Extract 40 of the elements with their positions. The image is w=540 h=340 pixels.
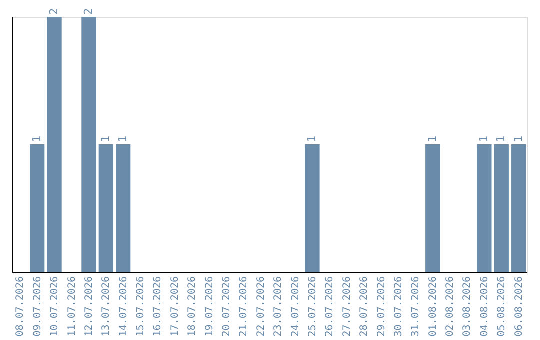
data-label: 2 — [48, 8, 61, 15]
x-tick-label: 22.07.2026 — [256, 276, 267, 337]
data-label: 1 — [116, 136, 130, 142]
x-tick-label: 01.08.2026 — [428, 276, 439, 337]
data-label: 2 — [82, 8, 95, 15]
x-tick-label: 14.07.2026 — [118, 276, 130, 337]
x-tick-label: 08.07.2026 — [15, 276, 26, 337]
x-tick-label: 04.08.2026 — [479, 276, 490, 337]
x-tick-label: 09.07.2026 — [32, 276, 44, 337]
x-tick-label: 13.07.2026 — [101, 276, 112, 337]
x-tick-label: 03.08.2026 — [462, 276, 474, 337]
x-tick-label: 25.07.2026 — [307, 276, 318, 337]
data-label: 1 — [426, 136, 439, 142]
x-tick-label: 31.07.2026 — [410, 276, 422, 337]
x-tick-label: 11.07.2026 — [66, 276, 78, 337]
x-tick-label: 10.07.2026 — [50, 276, 61, 337]
data-label: 1 — [512, 136, 525, 142]
x-tick-label: 17.07.2026 — [170, 276, 181, 337]
x-tick-label: 29.07.2026 — [376, 276, 388, 337]
data-label: 1 — [99, 136, 112, 142]
x-tick-label: 06.08.2026 — [514, 276, 525, 337]
x-tick-label: 12.07.2026 — [84, 276, 95, 337]
data-label: 1 — [30, 136, 44, 142]
x-tick-label: 30.07.2026 — [393, 276, 404, 337]
x-tick-label: 18.07.2026 — [187, 276, 198, 337]
x-tick-label: 27.07.2026 — [342, 276, 353, 337]
x-tick-label: 28.07.2026 — [359, 276, 370, 337]
data-label: 1 — [477, 136, 490, 142]
x-tick-label: 23.07.2026 — [273, 276, 284, 337]
x-tick-label: 21.07.2026 — [238, 276, 250, 337]
x-tick-label: 19.07.2026 — [204, 276, 216, 337]
data-label: 1 — [494, 136, 508, 142]
x-tick-label: 05.08.2026 — [496, 276, 508, 337]
data-label: 1 — [305, 136, 318, 142]
x-tick-label: 24.07.2026 — [290, 276, 302, 337]
x-tick-label: 15.07.2026 — [136, 276, 147, 337]
x-tick-label: 26.07.2026 — [324, 276, 336, 337]
x-tick-label: 20.07.2026 — [222, 276, 233, 337]
x-tick-label: 16.07.2026 — [152, 276, 164, 337]
x-tick-label: 02.08.2026 — [445, 276, 456, 337]
